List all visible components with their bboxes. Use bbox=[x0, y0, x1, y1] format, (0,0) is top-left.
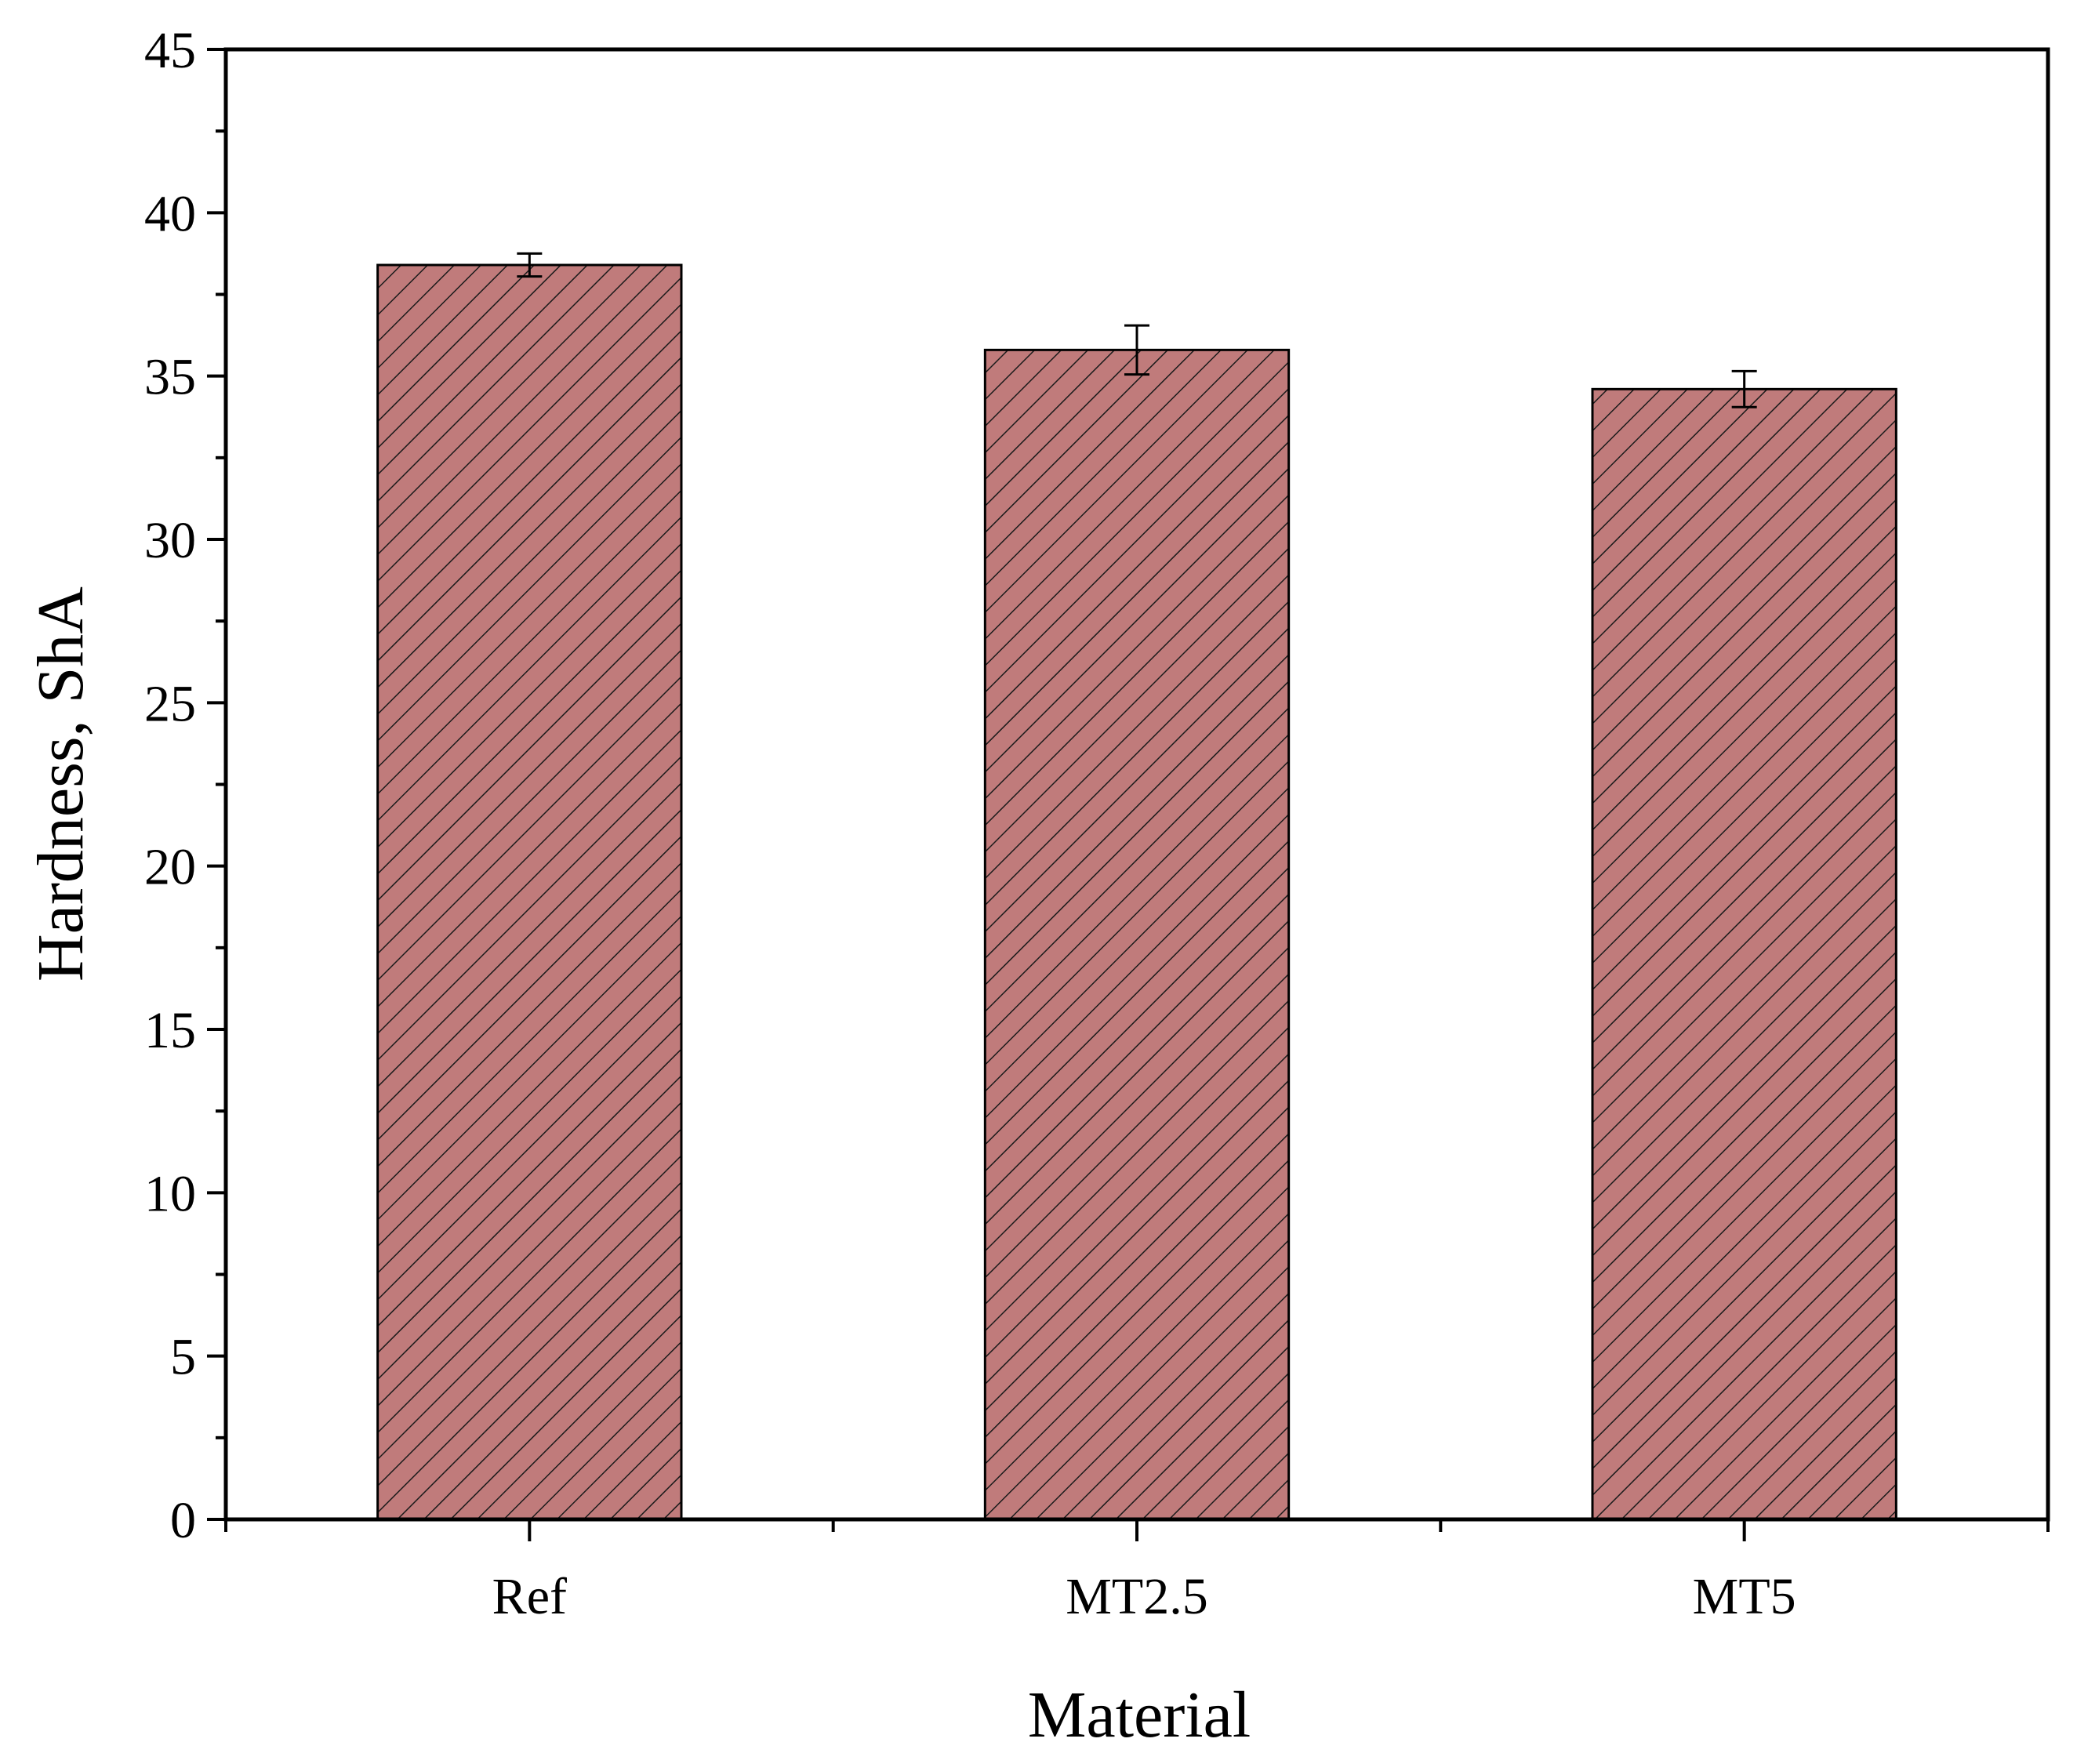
x-tick-label-Ref: Ref bbox=[492, 1568, 567, 1625]
y-tick-label: 40 bbox=[144, 185, 196, 242]
y-tick-label: 10 bbox=[144, 1165, 196, 1222]
bar-MT2.5 bbox=[983, 348, 1291, 1521]
y-tick-label: 30 bbox=[144, 512, 196, 569]
y-tick-label: 5 bbox=[170, 1329, 196, 1386]
y-tick-label: 35 bbox=[144, 349, 196, 406]
y-tick-label: 25 bbox=[144, 675, 196, 732]
y-tick-label: 45 bbox=[144, 22, 196, 79]
y-tick-label: 20 bbox=[144, 839, 196, 896]
y-tick-label: 0 bbox=[170, 1492, 196, 1549]
x-tick-label-MT2.5: MT2.5 bbox=[1066, 1568, 1208, 1625]
bar-MT5 bbox=[1591, 387, 1897, 1521]
x-tick-label-MT5: MT5 bbox=[1693, 1568, 1796, 1625]
y-tick-label: 15 bbox=[144, 1002, 196, 1059]
y-axis-title: Hardness, ShA bbox=[24, 586, 97, 982]
x-axis-title: Material bbox=[1028, 1679, 1251, 1751]
bar-Ref bbox=[376, 263, 683, 1521]
